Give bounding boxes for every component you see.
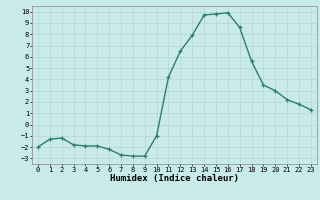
X-axis label: Humidex (Indice chaleur): Humidex (Indice chaleur)	[110, 174, 239, 183]
